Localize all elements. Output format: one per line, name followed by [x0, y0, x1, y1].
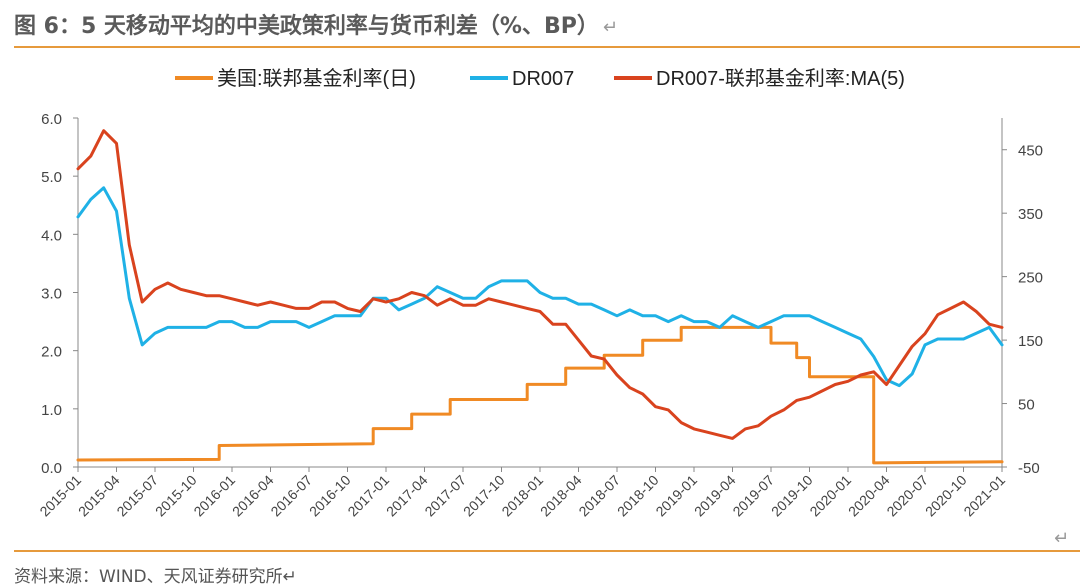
legend-label: 美国:联邦基金利率(日) [217, 67, 416, 90]
y-left-tick-label: 6.0 [41, 111, 62, 128]
x-tick-label: 2016-01 [190, 472, 238, 520]
x-tick-label: 2018-04 [537, 472, 585, 520]
x-tick-label: 2018-01 [498, 472, 546, 520]
x-tick-label: 2019-10 [768, 472, 816, 520]
line-chart: 0.0 1.0 2.0 3.0 4.0 5.0 6.0 -50 50 150 250 350 450 20… [36, 67, 1043, 520]
x-tick-label: 2019-01 [652, 472, 700, 520]
x-tick-label: 2021-01 [960, 472, 1008, 520]
y-left-tick-label: 5.0 [41, 169, 62, 186]
title-text: 图 6：5 天移动平均的中美政策利率与货币利差（%、BP） [14, 14, 599, 39]
x-tick-label: 2015-01 [36, 472, 84, 520]
x-tick-label: 2020-10 [922, 472, 970, 520]
x-tick-label: 2017-01 [344, 472, 392, 520]
x-tick-label: 2017-04 [383, 472, 431, 520]
x-tick-label: 2017-10 [460, 472, 508, 520]
source-note: 资料来源：WIND、天风证券研究所↵ [14, 567, 297, 587]
x-tick-label: 2015-07 [113, 472, 161, 520]
y-right-tick-label: 50 [1018, 397, 1035, 414]
return-mark-icon: ↵ [1054, 528, 1070, 548]
y-left-tick-label: 3.0 [41, 286, 62, 303]
legend-label: DR007 [512, 68, 574, 90]
y-right-tick-label: 450 [1018, 143, 1043, 160]
x-tick-label: 2016-04 [229, 472, 277, 520]
x-tick-label: 2018-07 [575, 472, 623, 520]
series-line-1 [76, 325, 1004, 465]
y-right-tick-label: 350 [1018, 206, 1043, 223]
x-tick-label: 2017-07 [421, 472, 469, 520]
x-tick-label: 2018-10 [614, 472, 662, 520]
x-tick-label: 2020-07 [883, 472, 931, 520]
x-tick-label: 2016-07 [267, 472, 315, 520]
x-tick-label: 2016-10 [306, 472, 354, 520]
series-line-2 [76, 186, 1004, 388]
x-tick-label: 2019-04 [691, 472, 739, 520]
y-right-tick-label: 150 [1018, 333, 1043, 350]
legend-label: DR007-联邦基金利率:MA(5) [656, 67, 905, 90]
y-right-tick-label: -50 [1018, 460, 1040, 477]
y-right-tick-label: 250 [1018, 270, 1043, 287]
x-tick-label: 2020-01 [806, 472, 854, 520]
title-bar: 图 6：5 天移动平均的中美政策利率与货币利差（%、BP） ↵ [0, 0, 1080, 44]
x-tick-label: 2015-04 [75, 472, 123, 520]
y-left-tick-label: 0.0 [41, 460, 62, 477]
top-rule [14, 46, 1080, 48]
x-tick-label: 2020-04 [845, 472, 893, 520]
return-mark-icon: ↵ [602, 17, 618, 38]
series-line-3 [76, 129, 1004, 440]
y-left-tick-label: 4.0 [41, 227, 62, 244]
y-left-tick-label: 2.0 [41, 344, 62, 361]
y-left-tick-label: 1.0 [41, 402, 62, 419]
x-tick-label: 2015-10 [152, 472, 200, 520]
chart-title: 图 6：5 天移动平均的中美政策利率与货币利差（%、BP） ↵ [14, 8, 618, 40]
bottom-rule [14, 550, 1080, 552]
x-tick-label: 2019-07 [729, 472, 777, 520]
